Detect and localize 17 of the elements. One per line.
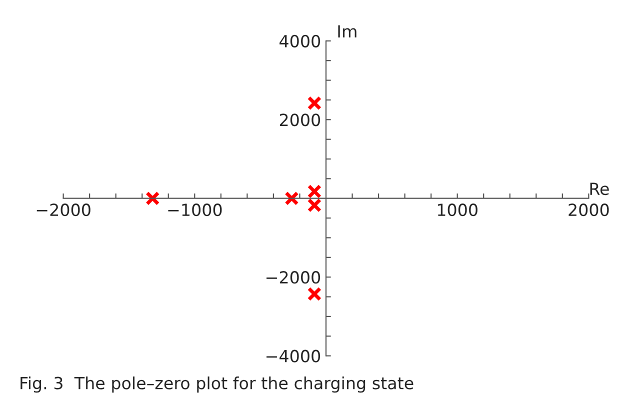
point: [307, 96, 322, 110]
point: [284, 191, 299, 206]
x-tick-label: −2000: [36, 204, 90, 216]
point: [307, 286, 322, 302]
point: [146, 191, 160, 206]
point: [307, 198, 322, 212]
y-tick-label: −4000: [266, 350, 320, 362]
caption: Fig. 3 The pole–zero plot for the charging state: [20, 376, 414, 393]
x-tick-label: 1000: [438, 204, 478, 216]
x-axis-title: Re: [590, 182, 609, 196]
y-axis-title: Im: [338, 25, 356, 38]
x-tick-label: 2000: [568, 204, 609, 216]
x-tick-label: −1000: [168, 204, 222, 216]
y-tick-label: 2000: [280, 114, 320, 126]
point: [307, 184, 322, 199]
y-tick-label: 4000: [280, 34, 320, 48]
y-tick-label: −2000: [266, 271, 320, 284]
